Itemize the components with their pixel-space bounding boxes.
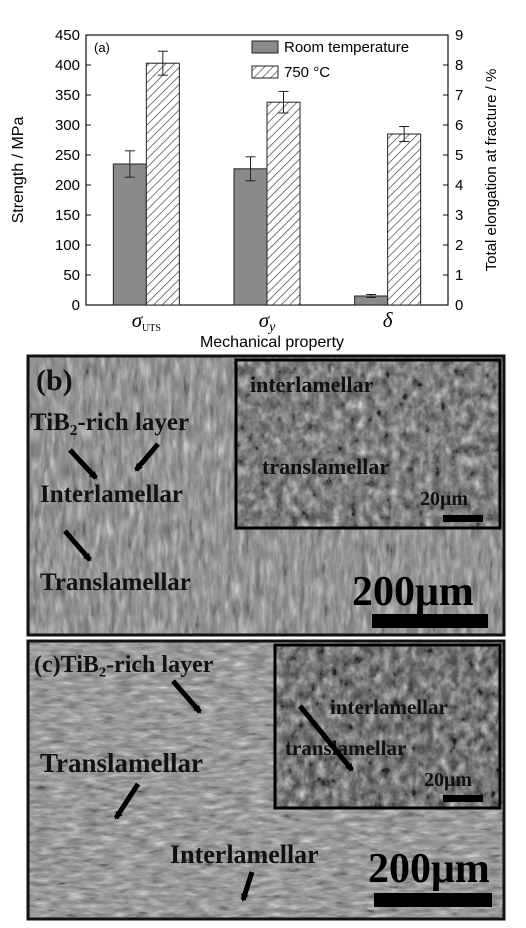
bar-750c-0 xyxy=(145,62,180,306)
left-tick-label: 100 xyxy=(55,237,80,254)
x-category-subscript: UTS xyxy=(142,323,161,334)
legend-label-750: 750 °C xyxy=(284,64,330,81)
x-category-label: σy xyxy=(259,308,276,335)
micrograph-b: interlamellar translamellar 20μm (b) TiB… xyxy=(26,354,506,637)
left-tick-label: 250 xyxy=(55,147,80,164)
right-tick-label: 5 xyxy=(455,147,463,164)
arrow-c-inset xyxy=(298,704,354,772)
left-tick-label: 350 xyxy=(55,87,80,104)
x-category-label: δ xyxy=(383,308,394,332)
right-tick-label: 8 xyxy=(455,57,463,74)
arrow-b-1 xyxy=(68,448,98,480)
inset-b-scale-bar xyxy=(443,515,483,522)
inset-c-texture xyxy=(275,645,500,808)
x-category-symbol: σ xyxy=(259,308,271,332)
left-tick-label: 450 xyxy=(55,27,80,44)
bar-750c-1 xyxy=(266,101,301,306)
y-axis-label-right: Total elongation at fracture / % xyxy=(483,69,500,272)
legend: Room temperature 750 °C xyxy=(251,39,409,81)
arrow-c-2 xyxy=(113,782,141,820)
legend-swatch-750 xyxy=(251,65,279,79)
label-b-tib2: TiB₂-rich layer xyxy=(30,409,189,436)
right-tick-label: 1 xyxy=(455,267,463,284)
right-tick-label: 6 xyxy=(455,117,463,134)
inset-b: interlamellar translamellar 20μm xyxy=(234,358,502,530)
bar-room-temperature-0 xyxy=(112,163,147,306)
left-tick-label: 50 xyxy=(63,267,80,284)
y-axis-label-left: Strength / MPa xyxy=(10,117,27,224)
label-c-interlamellar: Interlamellar xyxy=(170,840,319,869)
right-tick-label: 7 xyxy=(455,87,463,104)
panel-label-c-and-tib2: (c)TiB₂-rich layer xyxy=(34,652,214,678)
scale-b-bar xyxy=(372,614,488,628)
right-tick-label: 2 xyxy=(455,237,463,254)
left-tick-label: 300 xyxy=(55,117,80,134)
inset-b-scale-label: 20μm xyxy=(420,488,468,510)
scale-c-bar xyxy=(374,893,492,907)
x-category-subscript: y xyxy=(267,320,276,335)
left-axis-ticks: 0 50 100 150 200 250 300 350 400 450 xyxy=(55,27,91,314)
right-tick-label: 4 xyxy=(455,177,463,194)
inset-b-label-inter: interlamellar xyxy=(250,372,374,397)
error-bars-group xyxy=(124,50,410,298)
left-tick-label: 150 xyxy=(55,207,80,224)
inset-c-scale-label: 20μm xyxy=(424,769,472,791)
panel-label-a: (a) xyxy=(94,40,110,55)
arrow-b-2 xyxy=(134,442,160,472)
right-tick-label: 9 xyxy=(455,27,463,44)
inset-c-scale-bar xyxy=(443,795,483,802)
left-tick-label: 0 xyxy=(72,297,80,314)
inset-c: interlamellar translamellar 20μm xyxy=(273,643,502,810)
right-tick-label: 3 xyxy=(455,207,463,224)
label-c-tib2: TiB₂-rich layer xyxy=(61,652,214,678)
x-category-labels: σUTS σy δ xyxy=(132,308,394,335)
micrograph-c: interlamellar translamellar 20μm (c)TiB₂… xyxy=(26,639,506,921)
inset-c-label-trans: translamellar xyxy=(285,736,406,760)
left-tick-label: 400 xyxy=(55,57,80,74)
scale-c-label: 200μm xyxy=(368,846,490,892)
inset-b-label-trans: translamellar xyxy=(262,454,389,479)
arrow-c-3 xyxy=(240,871,255,902)
x-category-symbol: σ xyxy=(132,308,144,332)
panel-label-b: (b) xyxy=(36,364,73,397)
right-axis-ticks: 0 1 2 3 4 5 6 7 8 9 xyxy=(443,27,463,314)
label-c-translamellar: Translamellar xyxy=(40,748,203,778)
x-axis-label: Mechanical property xyxy=(200,334,344,351)
legend-label-room: Room temperature xyxy=(284,39,409,56)
bar-750c-2 xyxy=(387,133,422,306)
x-category-label: σUTS xyxy=(132,308,161,334)
panel-label-c: (c) xyxy=(34,652,61,678)
right-tick-label: 0 xyxy=(455,297,463,314)
left-tick-label: 200 xyxy=(55,177,80,194)
arrow-c-1 xyxy=(171,679,202,714)
inset-c-label-inter: interlamellar xyxy=(330,695,448,719)
label-b-interlamellar: Interlamellar xyxy=(40,481,183,508)
bar-room-temperature-1 xyxy=(233,168,268,306)
bars-group xyxy=(112,62,422,306)
bar-chart: 0 50 100 150 200 250 300 350 400 450 0 1 2 3 4 5 6 7 8 9 σ… xyxy=(10,27,500,351)
label-b-translamellar: Translamellar xyxy=(40,569,191,596)
arrow-b-3 xyxy=(63,529,92,562)
legend-swatch-room xyxy=(251,40,279,54)
x-category-symbol: δ xyxy=(383,308,394,332)
scale-b-label: 200μm xyxy=(352,569,474,615)
inset-b-texture xyxy=(236,360,500,528)
